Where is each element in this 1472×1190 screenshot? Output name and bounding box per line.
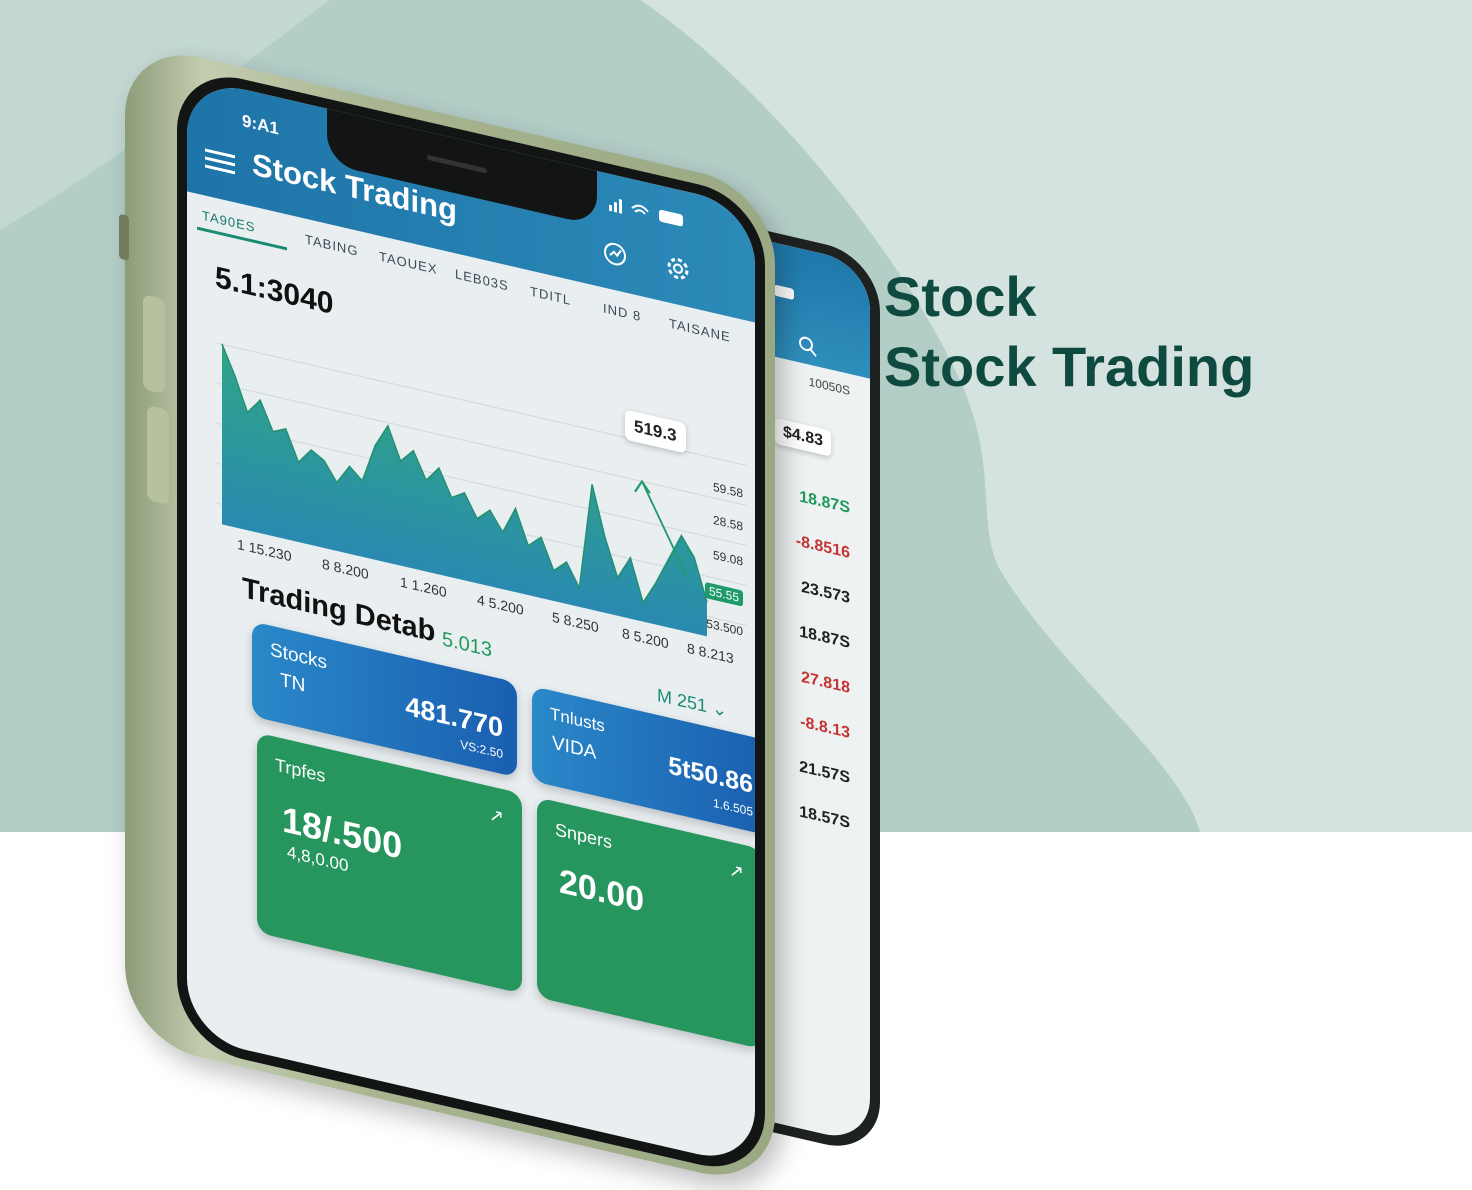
chart-area — [222, 343, 707, 637]
card[interactable]: Trpfes ↗ 18/.500 4,8,0.00 — [257, 732, 522, 994]
list-value: -8.8516 — [795, 532, 850, 563]
card-arrow: ↗ — [728, 859, 744, 883]
card-label: Tnlusts — [550, 704, 605, 736]
card-sub: 1.6.505 — [712, 795, 753, 819]
header-label: 10050S — [808, 374, 850, 399]
trend-arrow — [634, 479, 688, 578]
status-icons — [609, 199, 683, 227]
dropdown-label: M 251 — [657, 684, 708, 717]
card[interactable]: Snpers ↗ 20.00 — [537, 797, 755, 1050]
settings-icon[interactable] — [665, 253, 691, 285]
hero-text: Stock Stock Trading — [884, 262, 1254, 402]
hero-line: Stock — [884, 265, 1037, 328]
list-value: 18.87S — [799, 488, 850, 518]
chart-line — [221, 343, 708, 605]
screen: 9:A1 Stock Trading TA90ES TABING TAOUEX … — [187, 76, 755, 1168]
hero-line: Stock Trading — [884, 335, 1255, 398]
card-label: Trpfes — [275, 754, 326, 787]
list-value: 27.818 — [801, 668, 850, 698]
details-value: 5.013 — [442, 628, 493, 662]
card-arrow: ↗ — [488, 804, 504, 828]
menu-icon[interactable] — [205, 146, 237, 177]
card-code: VIDA — [552, 732, 597, 764]
list-value: 21.57S — [799, 758, 850, 788]
card-value: 481.770 — [405, 690, 503, 744]
card-value: 20.00 — [559, 862, 645, 920]
card-label: Snpers — [555, 819, 613, 853]
card-value: 5t50.86 — [668, 751, 753, 799]
card-code: TN — [280, 669, 306, 697]
chart-icon[interactable] — [602, 238, 628, 270]
grid-line — [217, 422, 747, 547]
list-value: 23.573 — [801, 578, 850, 608]
search-icon[interactable] — [798, 334, 818, 359]
list-value: 18.87S — [799, 623, 850, 653]
side-button — [143, 294, 165, 395]
phone-front: 9:A1 Stock Trading TA90ES TABING TAOUEX … — [119, 40, 775, 1190]
price-badge: $4.83 — [775, 417, 832, 457]
side-button — [147, 405, 169, 506]
list-value: 18.57S — [799, 803, 850, 833]
list-value: -8.8.13 — [800, 713, 850, 743]
side-button — [119, 213, 129, 261]
card-label: Stocks — [270, 639, 328, 674]
grid-line — [217, 382, 747, 507]
